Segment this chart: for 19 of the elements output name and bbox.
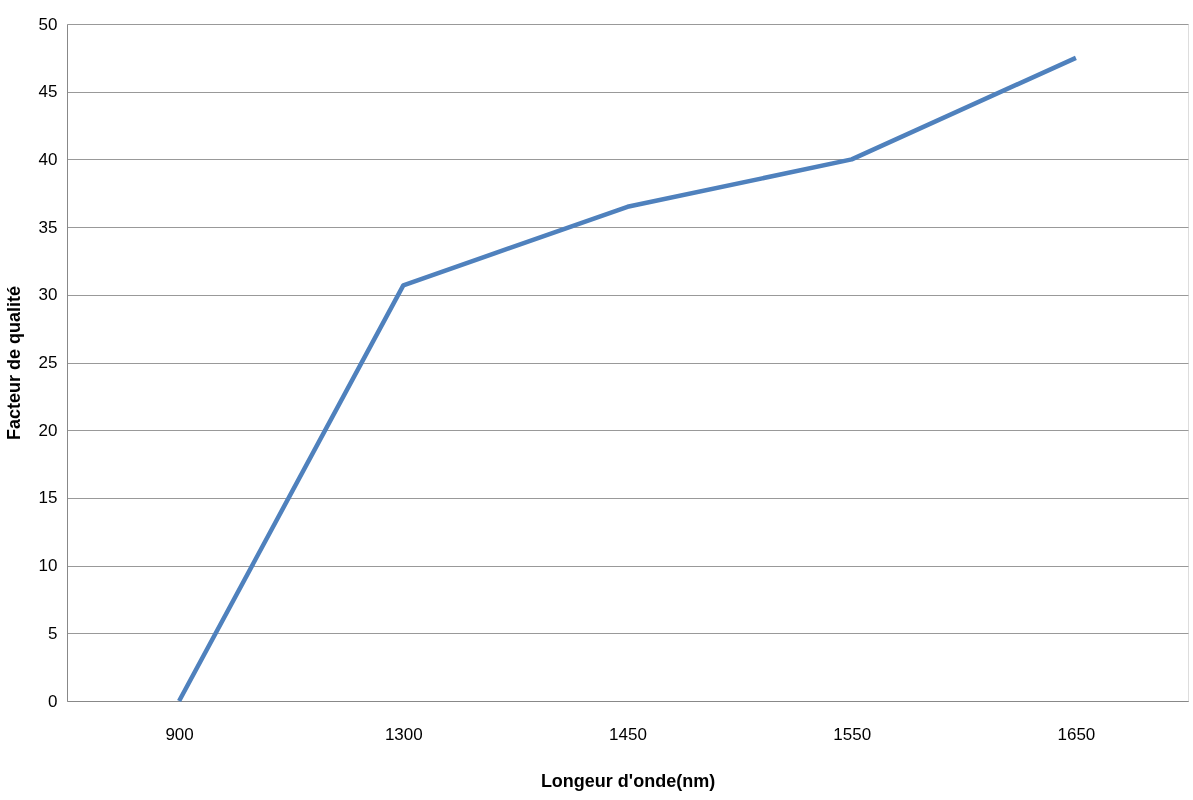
y-tick-label: 0 [48,691,58,711]
y-tick-label: 40 [38,149,58,169]
y-tick-label: 10 [38,556,58,576]
line-series [176,55,1079,704]
y-tick-label: 50 [38,14,58,34]
y-tick-label: 25 [38,353,58,372]
x-tick-label: 1450 [609,724,647,744]
y-tick-label: 45 [38,82,58,102]
x-tick-label: 1550 [833,724,872,744]
y-tick-label: 5 [48,623,58,643]
x-axis-title: Longeur d'onde(nm) [540,770,716,791]
y-axis-title: Facteur de qualité [3,285,24,441]
x-tick-label: 1300 [384,724,423,744]
y-tick-label: 35 [38,217,58,237]
x-tick-label: 1650 [1057,724,1096,744]
x-tick-label: 900 [165,724,194,744]
y-tick-label: 20 [38,420,58,440]
y-tick-label: 15 [38,488,58,508]
y-tick-label: 30 [38,285,58,305]
